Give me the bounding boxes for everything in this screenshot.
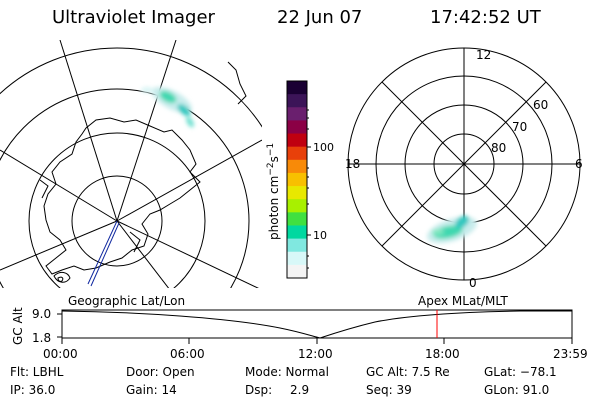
- colorbar-ticks: [307, 109, 311, 269]
- color-scale-bar: [287, 81, 307, 279]
- mlt-label-18: 18: [345, 157, 360, 171]
- geo-longitude: GLon: 91.0: [484, 383, 550, 397]
- lon-line: [116, 220, 259, 288]
- gc-altitude: GC Alt: 7.5 Re: [366, 365, 450, 379]
- polar-label: Apex MLat/MLT: [418, 294, 508, 308]
- colorbar-segment: [287, 199, 307, 213]
- date-label: 22 Jun 07: [277, 7, 363, 28]
- lat-circle: [0, 88, 250, 288]
- geographic-map: [0, 40, 262, 288]
- mlt-label-0: 0: [469, 276, 477, 290]
- altitude-tick-low: 1.8: [32, 331, 51, 345]
- colorbar-segment: [287, 94, 307, 108]
- lat-circle: [28, 132, 206, 288]
- time-label: 17:42:52 UT: [430, 7, 541, 28]
- altitude-curve: [61, 310, 572, 339]
- colorbar-segment: [287, 186, 307, 200]
- flight-filter: Flt: LBHL: [10, 365, 64, 379]
- mode-status: Mode: Normal: [245, 365, 329, 379]
- lat-circle: [71, 175, 163, 267]
- time-tick-1800: 18:00: [425, 347, 460, 361]
- time-axis-ticks: [57, 313, 573, 344]
- instrument-title: Ultraviolet Imager: [52, 7, 215, 28]
- gain-value: Gain: 14: [126, 383, 177, 397]
- mlt-line-diag: [381, 81, 547, 247]
- map-label: Geographic Lat/Lon: [68, 294, 185, 308]
- colorbar-segment: [287, 146, 307, 161]
- sequence-value: Seq: 39: [366, 383, 412, 397]
- mlat-label-70: 70: [512, 120, 527, 134]
- colorbar-segment: [287, 159, 307, 174]
- colorbar-segment: [287, 264, 307, 279]
- coastline: [43, 117, 201, 275]
- mlt-label-12: 12: [476, 48, 491, 62]
- dsp-label: Dsp:: [245, 383, 273, 397]
- lon-line: [116, 220, 170, 288]
- lon-line: [59, 40, 118, 222]
- lon-line: [116, 139, 262, 222]
- colorbar-segment: [287, 251, 307, 266]
- time-tick-2359: 23:59: [553, 347, 588, 361]
- polar-aurora: [427, 215, 477, 244]
- orbit-track: [87, 220, 120, 287]
- colorbar-tick-10: 10: [313, 229, 327, 242]
- colorbar-segment: [287, 225, 307, 240]
- time-tick-0600: 06:00: [170, 347, 205, 361]
- mlat-label-80: 80: [491, 141, 506, 155]
- time-tick-1200: 12:00: [298, 347, 333, 361]
- colorbar-segment: [287, 120, 307, 135]
- lon-line: [0, 220, 118, 271]
- mlt-label-6: 6: [575, 157, 583, 171]
- colorbar-segment: [287, 133, 307, 148]
- colorbar-segment: [287, 172, 307, 187]
- colorbar-segment: [287, 238, 307, 253]
- lon-line: [116, 40, 177, 222]
- colorbar-segment: [287, 81, 307, 95]
- colorbar-tick-100: 100: [313, 141, 334, 154]
- dsp-value: 2.9: [290, 383, 310, 397]
- ip-value: IP: 36.0: [10, 383, 56, 397]
- geo-latitude: GLat: −78.1: [484, 365, 557, 379]
- colorbar-segment: [287, 107, 307, 121]
- colorbar-segment: [287, 212, 307, 226]
- map-aurora: [141, 86, 194, 128]
- altitude-tick-high: 9.0: [32, 307, 51, 321]
- altitude-axis-label: GC Alt: [11, 307, 25, 345]
- time-tick-0000: 00:00: [43, 347, 78, 361]
- altitude-plot: Geographic Lat/Lon Apex MLat/MLT GC Alt …: [11, 294, 588, 361]
- lon-line: [0, 149, 118, 222]
- polar-plot: 12 6 0 18 60 70 80: [345, 47, 583, 290]
- colorbar-unit-label: photon cm−2s−1: [266, 143, 281, 240]
- mlat-label-60: 60: [533, 98, 548, 112]
- lat-circle: [0, 47, 262, 128]
- door-status: Door: Open: [126, 365, 195, 379]
